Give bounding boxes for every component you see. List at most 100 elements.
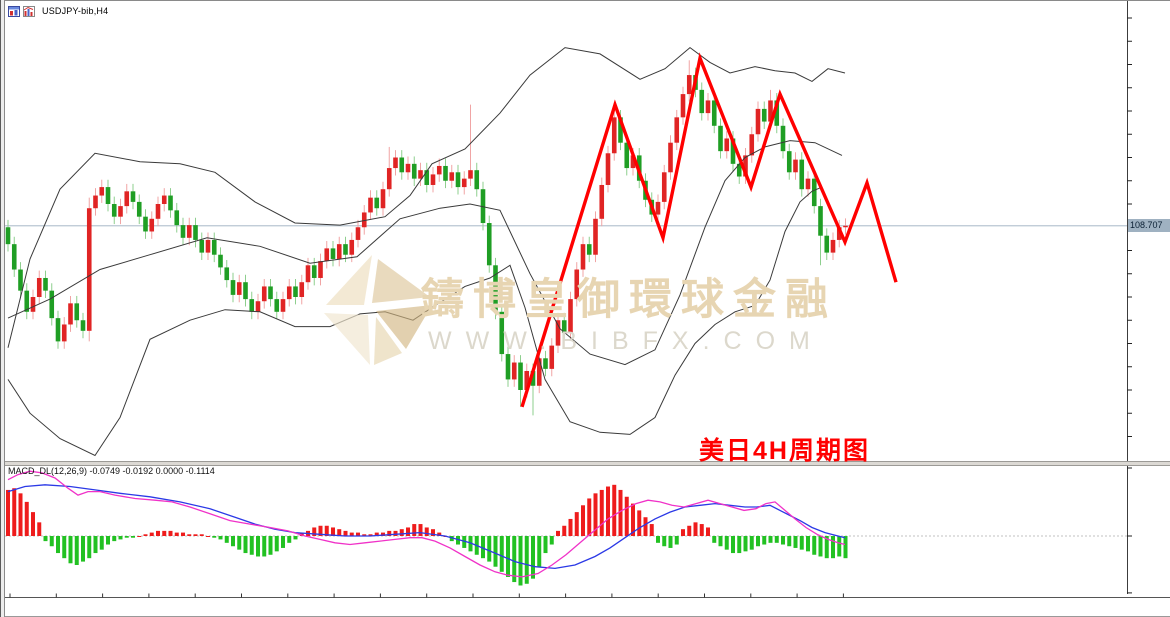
macd-histogram-bar [224,536,229,543]
pane-splitter[interactable] [0,461,1170,466]
macd-main-line [7,484,846,570]
macd-histogram-bar [199,534,204,536]
candle-body [799,159,805,190]
candle-body [343,244,348,255]
macd-histogram-bar [806,536,810,552]
bar-chart-icon [23,5,35,17]
date-axis[interactable]: 11 Oct 201914 Oct 12:0015 Oct 20:0017 Oc… [0,594,1170,617]
candle-body [155,203,161,219]
current-price-badge: 108.707 [1128,219,1170,233]
candle-body [218,254,223,268]
macd-histogram-bar [512,536,517,583]
candle-body [411,163,417,179]
candle-body [574,269,580,300]
macd-histogram-bar [343,530,348,536]
trend-zigzag[interactable] [520,52,898,408]
macd-histogram-bar [562,525,567,536]
macd-histogram-bar [787,536,792,547]
candle-body [30,296,36,312]
macd-histogram-bar [781,536,785,545]
macd-histogram-bar [112,536,117,542]
candle-body [530,370,536,386]
candle-body [811,178,817,207]
candle-body [805,178,811,190]
bollinger-middle-band [7,140,843,366]
macd-histogram-bar [68,536,73,564]
candle-body [830,239,836,253]
candle-body [674,117,680,143]
trend-annotation[interactable]: 美日4H周期图 [699,437,870,465]
macd-histogram-bar [324,525,329,536]
candle-body [80,320,86,331]
candle-body [505,354,511,380]
bollinger-upper-band [7,46,846,348]
candle-body [99,187,105,196]
macd-histogram-bar [493,536,498,567]
candle-body [186,225,192,238]
candle-body [330,248,336,259]
candle-body [386,168,392,190]
candle-body [424,170,430,185]
macd-histogram-bar [456,536,460,545]
macd-histogram-bar [693,522,698,536]
macd-histogram-bar [793,536,798,548]
macd-histogram-bar [356,532,360,536]
macd-histogram-bar [518,536,523,586]
candle-body [493,265,498,312]
candle-body [818,206,823,236]
macd-histogram-bar [568,518,573,536]
symbol-timeframe-label: USDJPY-bib,H4 [42,6,109,16]
candle-body [55,318,61,342]
macd-histogram-bar [74,536,79,566]
macd-histogram-bar [406,527,410,536]
candle-body [311,265,317,278]
macd-histogram-bar [368,534,373,536]
candle-body [518,362,523,390]
candle-body [355,227,361,240]
macd-histogram-bar [724,536,729,550]
candle-body [561,320,567,333]
macd-histogram-bar [93,536,98,554]
candle-body [255,301,261,312]
candle-body [549,345,555,369]
candle-body [205,239,211,253]
candle-body [105,187,111,204]
candle-body [286,286,292,300]
candle-body [474,170,480,190]
candle-body [705,100,711,114]
macd-histogram-bar [362,534,367,536]
watermark-url-text: WWW.BIBFX.COM [428,327,824,355]
candle-body [93,195,98,209]
price-axis[interactable]: 109.690109.580109.470109.360109.250109.1… [1128,0,1170,594]
macd-histogram-bar [537,536,542,567]
macd-histogram-bar [168,530,173,536]
candle-body [305,265,311,283]
candle-body [349,239,355,255]
macd-histogram-bar [181,532,185,536]
macd-histogram-bar [556,530,560,536]
watermark-brand-text: 鑄博皇御環球金融 [421,276,837,324]
candle-body [486,223,492,266]
candle-body [630,155,636,169]
macd-indicator-label: MACD_DL(12,26,9) -0.0749 -0.0192 0.0000 … [8,466,215,476]
candle-body [524,370,530,390]
macd-histogram-bar [774,536,779,543]
macd-histogram-bar [549,536,554,545]
candle-body [843,225,848,228]
macd-histogram-bar [106,536,110,545]
zigzag-line [520,52,898,408]
candle-body [299,282,305,297]
macd-histogram-bar [318,525,323,536]
candle-body [686,75,692,95]
macd-histogram-bar [637,510,642,536]
macd-indicator [5,470,1127,586]
macd-histogram-bar [12,488,17,536]
macd-histogram-bar [412,524,417,536]
candle-body [405,163,411,173]
candle-body [293,286,298,297]
macd-histogram-bar [424,527,429,536]
macd-histogram-bar [118,536,123,540]
candle-body [49,290,55,319]
macd-histogram-bar [574,512,579,536]
